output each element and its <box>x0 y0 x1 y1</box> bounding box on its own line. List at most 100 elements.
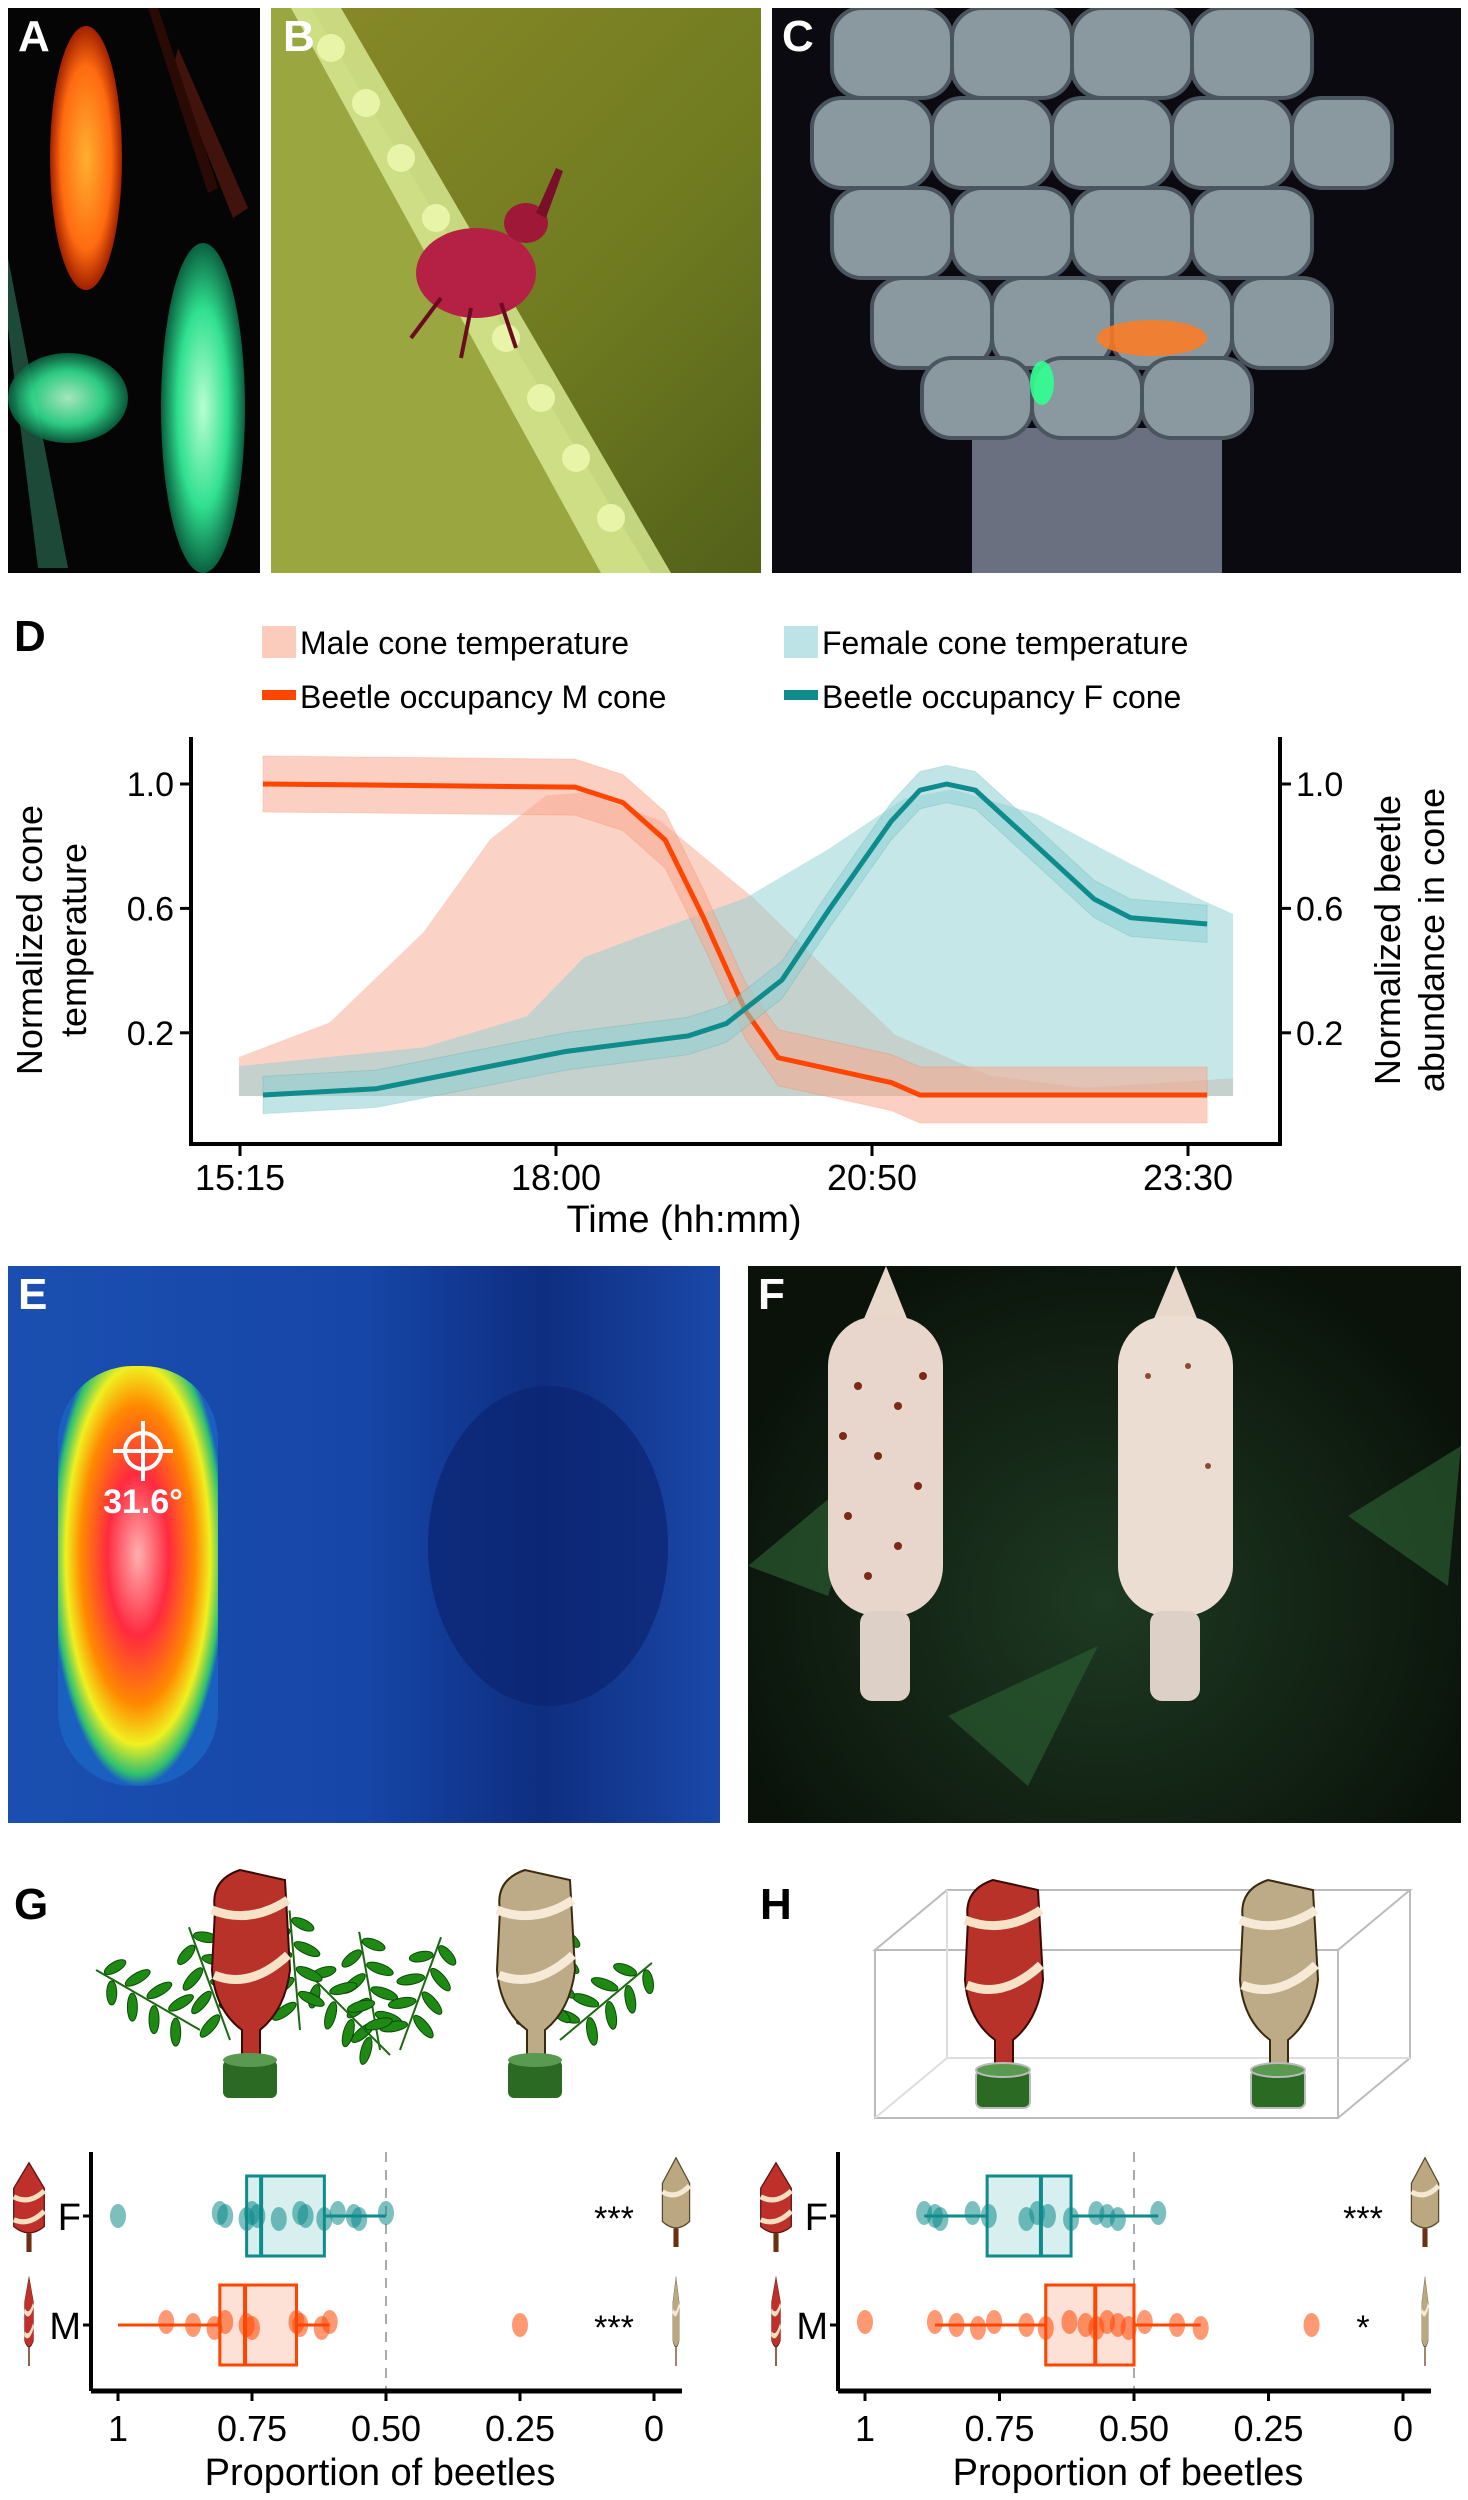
y-label-line: Normalized beetle <box>1367 795 1408 1085</box>
data-point <box>1303 2313 1320 2337</box>
x-tick-label: 20:50 <box>827 1157 917 1198</box>
panel-label-f: F <box>758 1270 785 1319</box>
photo-c-cone-closeup: C <box>772 8 1461 573</box>
significance-marker: *** <box>1343 2200 1383 2238</box>
y-label-line: Normalized cone <box>9 805 50 1075</box>
significance-marker: *** <box>594 2200 634 2238</box>
data-point <box>321 2310 338 2334</box>
data-point <box>948 2313 965 2337</box>
data-point <box>292 2313 309 2337</box>
data-point <box>1018 2313 1035 2337</box>
panel-label-e: E <box>18 1270 48 1319</box>
x-axis-label: Time (hh:mm) <box>566 1199 801 1241</box>
occupancy-band-f <box>262 764 1208 1115</box>
occupancy-band-m <box>262 755 1208 1124</box>
data-point <box>926 2310 943 2334</box>
data-point <box>244 2316 260 2340</box>
x-tick-label: 1 <box>855 2408 875 2449</box>
photo-b-weevil: B <box>271 8 761 573</box>
data-point <box>969 2316 986 2340</box>
boxplot-G: 1 0.75 0.50 0.25 0 F *** M *** <box>14 2152 690 2449</box>
panel-label-a: A <box>18 12 50 61</box>
photo-e-thermal-image: 31.6° E <box>8 1266 720 1823</box>
photo-e-art: 31.6° <box>58 1366 668 1786</box>
data-point <box>857 2310 873 2334</box>
data-point <box>249 2204 266 2228</box>
x-tick-label: 0.25 <box>485 2408 555 2449</box>
boxplots-g-h: 1 0.75 0.50 0.25 0F ***M ***1 0.75 0.50 0.25 0F ***… <box>0 1860 1468 2494</box>
model-cone-right <box>1118 1266 1233 1701</box>
data-point <box>1109 2207 1126 2231</box>
y-axis-label-right: Normalized beetle abundance in cone <box>1367 788 1452 1092</box>
crosshair-icon <box>113 1421 173 1481</box>
model-cone-left <box>828 1266 943 1701</box>
y-tick-label-right: 1.0 <box>1296 766 1343 804</box>
panel-label-h: H <box>760 1880 792 1929</box>
x-tick-label: 1 <box>108 2408 128 2449</box>
data-point <box>329 2201 346 2225</box>
axis-title-h: Proportion of beetles <box>953 2452 1304 2494</box>
illustration-g-cones-in-foliage <box>80 1870 672 2098</box>
photo-a-art <box>8 8 248 573</box>
data-point <box>1136 2310 1153 2334</box>
photo-f-art <box>748 1266 1461 1786</box>
group-label-M: M <box>796 2306 828 2348</box>
y-tick-label-right: 0.2 <box>1296 1015 1343 1053</box>
panel-label-b: B <box>283 12 315 61</box>
legend-label: Male cone temperature <box>300 625 629 661</box>
group-label-F: F <box>805 2197 828 2239</box>
panel-label-g: G <box>14 1880 49 1929</box>
data-point <box>217 2204 234 2228</box>
y-tick-label-left: 1.0 <box>127 766 174 804</box>
axis-title-g: Proportion of beetles <box>205 2452 556 2494</box>
female-cone-icon <box>14 2163 45 2252</box>
data-point <box>986 2310 1003 2334</box>
x-tick-label: 0.50 <box>351 2408 421 2449</box>
y-tick-label-right: 0.6 <box>1296 890 1343 928</box>
chart-d-temperature-occupancy: Male cone temperature Female cone temper… <box>9 625 1452 1241</box>
panel-label-d: D <box>14 612 46 661</box>
male-cone-icon <box>662 2158 689 2247</box>
data-point <box>1192 2316 1209 2340</box>
data-point <box>158 2310 175 2334</box>
data-point <box>217 2310 234 2334</box>
significance-marker: *** <box>594 2309 634 2347</box>
x-tick-label: 0 <box>1393 2408 1413 2449</box>
female-cone-icon <box>25 2277 34 2366</box>
data-point <box>1120 2316 1137 2340</box>
legend-label: Beetle occupancy M cone <box>300 679 666 715</box>
illustration-h-cones-in-box <box>872 1880 1413 2119</box>
panel-label-c: C <box>782 12 814 61</box>
data-point <box>1150 2201 1167 2225</box>
legend-swatch-female-temp <box>784 626 818 658</box>
legend: Male cone temperature Female cone temper… <box>262 625 1188 715</box>
data-point <box>316 2207 333 2231</box>
data-point <box>1061 2310 1078 2334</box>
data-point <box>110 2204 126 2228</box>
boxplot-H: 1 0.75 0.50 0.25 0 F *** M * <box>761 2152 1439 2449</box>
occupancy-line-f <box>262 781 1208 1098</box>
legend-label: Beetle occupancy F cone <box>822 679 1181 715</box>
data-point <box>1039 2204 1056 2228</box>
x-tick-label: 18:00 <box>511 1157 601 1198</box>
x-tick-label: 15:15 <box>195 1157 285 1198</box>
data-point <box>270 2207 287 2231</box>
x-axis-label-g: Proportion of beetles <box>205 2452 556 2494</box>
data-point <box>185 2313 202 2337</box>
male-cone-icon <box>673 2277 679 2366</box>
data-point <box>980 2204 997 2228</box>
photo-c-art <box>810 8 1394 573</box>
data-point <box>932 2207 949 2231</box>
legend-swatch-male-temp <box>262 626 296 658</box>
legend-label: Female cone temperature <box>822 625 1188 661</box>
y-axis-label-left: Normalized cone temperature <box>9 805 94 1075</box>
temperature-area-female <box>239 789 1234 1096</box>
photo-f-model-cones: F <box>748 1266 1461 1823</box>
data-point <box>351 2207 368 2231</box>
x-tick-label: 23:30 <box>1143 1157 1233 1198</box>
female-cone-icon <box>761 2163 792 2252</box>
data-point <box>964 2201 981 2225</box>
x-tick-label: 0.50 <box>1099 2408 1169 2449</box>
y-tick-label-left: 0.2 <box>127 1015 174 1053</box>
group-label-M: M <box>49 2306 81 2348</box>
